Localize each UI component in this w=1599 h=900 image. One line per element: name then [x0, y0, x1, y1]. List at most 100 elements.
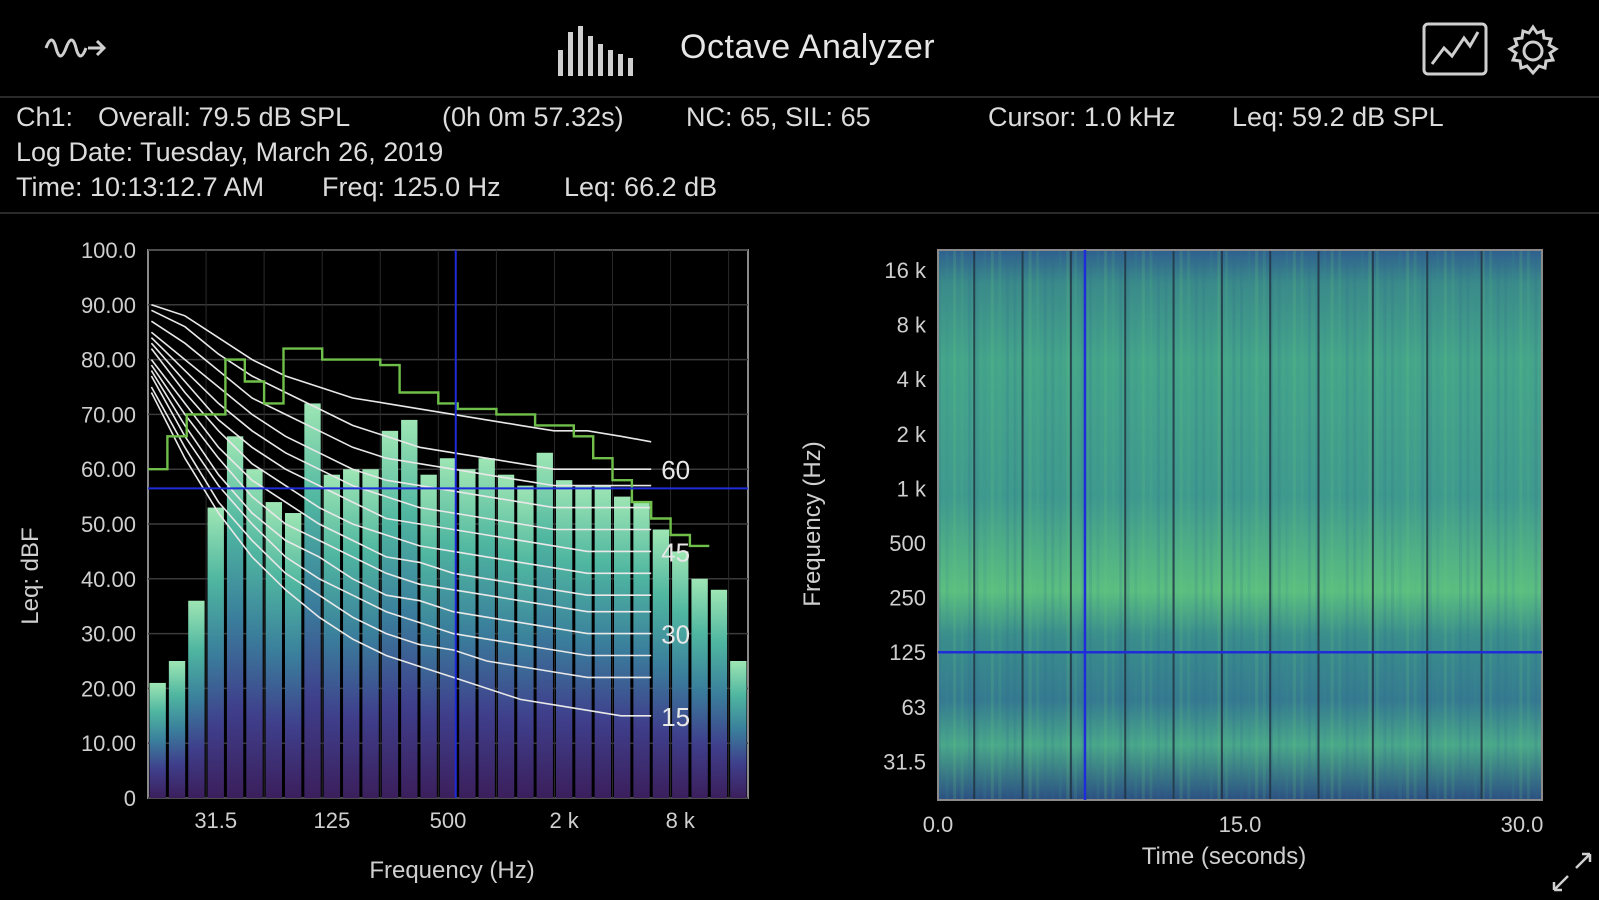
nc-curve	[151, 304, 652, 443]
spectrogram-texture	[1383, 250, 1387, 800]
spectrogram-texture	[1005, 250, 1009, 800]
spectrogram-texture	[1240, 250, 1243, 800]
leq-band: Leq: 66.2 dB	[564, 172, 718, 202]
spectrum-bar	[652, 529, 670, 798]
spectrogram-texture	[1315, 250, 1319, 800]
spectrogram-texture	[1330, 250, 1334, 800]
spectrum-bar	[246, 469, 263, 798]
spectrogram-texture	[1013, 250, 1017, 800]
spectrogram-texture	[1262, 250, 1266, 800]
spectrum-bar	[381, 430, 399, 798]
leq-total: Leq: 59.2 dB SPL	[1232, 102, 1444, 132]
spectrogram-chart[interactable]: 16 k 8 k 4 k 2 k 1 k 500 250 125 63 31.5 0.0 15.0 30…	[790, 214, 1599, 900]
spectrogram-texture	[1104, 250, 1108, 800]
expand-icon[interactable]	[1550, 850, 1594, 894]
app-title: Octave Analyzer	[680, 28, 936, 66]
spectrogram-texture	[1504, 250, 1508, 800]
spectrum-bar	[401, 419, 418, 798]
spectrogram-texture	[1247, 250, 1251, 800]
spectrogram-texture	[1187, 250, 1191, 800]
octave-spectrum-chart[interactable]: 100.0 90.00 80.00 70.00 60.00 50.00 40.00 30.00…	[0, 214, 790, 900]
spectrogram-texture	[1353, 250, 1357, 800]
x-tick-label: 2 k	[549, 808, 579, 833]
freq-readout: Freq: 125.0 Hz	[322, 172, 501, 202]
spectrum-bar	[536, 452, 553, 798]
spectrum-bar	[594, 485, 612, 798]
spectrogram-texture	[1368, 250, 1372, 800]
nc-curve	[150, 342, 652, 553]
cursor-readout: Cursor: 1.0 kHz	[988, 102, 1176, 132]
spectrum-bar	[362, 469, 379, 798]
spectrum-bar	[188, 600, 205, 798]
spectrogram-texture	[1300, 250, 1304, 800]
spectrogram-texture	[1126, 250, 1130, 800]
spectrogram-texture	[960, 250, 964, 800]
nc-curve	[150, 331, 652, 509]
spectrogram-texture	[1285, 250, 1289, 800]
nc-curve-label: 60	[661, 455, 690, 485]
spectrogram-area	[938, 250, 1542, 800]
y-tick-label: 60.00	[81, 457, 136, 482]
y-tick-label: 250	[889, 586, 926, 611]
y-tick-label: 2 k	[897, 422, 927, 447]
spectrogram-texture	[1224, 250, 1228, 800]
spectrogram-texture	[1428, 250, 1432, 800]
spectrogram-texture	[1474, 250, 1478, 800]
spectrum-bar	[284, 513, 302, 798]
nc-curve	[150, 320, 652, 487]
spectrogram-texture	[1277, 250, 1281, 800]
spectrogram-texture	[1202, 250, 1206, 800]
x-tick-label: 500	[430, 808, 467, 833]
spectrogram-texture	[1534, 250, 1538, 800]
waveform-menu-icon[interactable]	[42, 28, 108, 68]
y-tick-label: 8 k	[897, 313, 927, 338]
spectrogram-texture	[1119, 250, 1123, 800]
spectrogram-texture	[1164, 250, 1168, 800]
spectrogram-texture	[1489, 250, 1493, 800]
octave-bars-icon	[558, 26, 633, 76]
spectrogram-texture	[1255, 250, 1259, 800]
spectrum-bar	[633, 502, 650, 798]
nc-curve	[150, 375, 652, 657]
y-tick-label: 90.00	[81, 293, 136, 318]
spectrum-bar	[575, 485, 592, 798]
channel-label: Ch1:	[16, 102, 74, 132]
spectrogram-texture	[1217, 250, 1221, 800]
spectrogram-y-axis-label: Frequency (Hz)	[799, 441, 826, 606]
spectrum-bar	[459, 469, 476, 798]
spectrogram-texture	[1043, 250, 1047, 800]
log-date: Log Date: Tuesday, March 26, 2019	[16, 137, 444, 167]
spectrogram-texture	[1413, 250, 1417, 800]
spectrum-bar	[265, 502, 282, 798]
top-bar: Octave Analyzer	[0, 0, 1599, 98]
x-tick-label: 125	[314, 808, 351, 833]
spectrum-bar	[439, 458, 457, 798]
spectrum-bar	[304, 403, 321, 798]
spectrogram-texture	[1036, 250, 1040, 800]
nc-curve	[150, 392, 652, 717]
spectrogram-texture	[968, 250, 972, 800]
gear-icon[interactable]	[1506, 24, 1560, 78]
spectrogram-texture	[1058, 250, 1062, 800]
y-tick-label: 70.00	[81, 402, 136, 427]
max-hold-trace	[148, 347, 710, 548]
y-tick-label: 50.00	[81, 512, 136, 537]
y-tick-label: 10.00	[81, 731, 136, 756]
spectrum-bar	[343, 469, 360, 798]
spectrum-bar	[555, 480, 573, 798]
nc-curve-label: 30	[661, 620, 690, 650]
spectrogram-texture	[1496, 250, 1500, 800]
y-tick-label: 4 k	[897, 367, 927, 392]
x-tick-label: 30.0	[1501, 812, 1544, 837]
spectrum-bar	[226, 436, 244, 798]
graph-view-icon[interactable]	[1422, 22, 1488, 76]
nc-curve-label: 15	[661, 702, 690, 732]
spectrogram-texture	[1081, 250, 1085, 800]
spectrogram-texture	[1323, 250, 1327, 800]
spectrogram-texture	[1436, 250, 1440, 800]
spectrogram-texture	[1345, 250, 1349, 800]
nc-curve	[151, 309, 652, 470]
spectrogram-x-axis-label: Time (seconds)	[1142, 843, 1306, 870]
x-tick-label: 0.0	[923, 812, 954, 837]
overall-level: Overall: 79.5 dB SPL	[98, 102, 351, 132]
